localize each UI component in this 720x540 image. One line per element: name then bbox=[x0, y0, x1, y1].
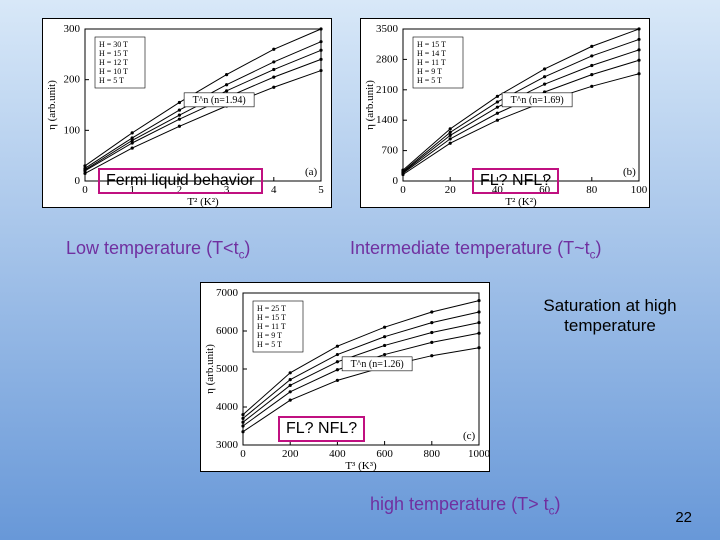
svg-text:100: 100 bbox=[64, 124, 81, 136]
svg-text:5000: 5000 bbox=[216, 363, 239, 375]
svg-text:7000: 7000 bbox=[216, 287, 239, 299]
slide-number: 22 bbox=[675, 509, 692, 526]
svg-text:T² (K²): T² (K²) bbox=[505, 196, 537, 208]
svg-text:1000: 1000 bbox=[468, 448, 491, 460]
svg-text:700: 700 bbox=[382, 145, 399, 157]
svg-text:0: 0 bbox=[82, 184, 88, 196]
fl-nfl-top-label: FL? NFL? bbox=[472, 168, 559, 194]
svg-text:300: 300 bbox=[64, 23, 81, 35]
svg-text:T³ (K³): T³ (K³) bbox=[345, 460, 377, 472]
svg-text:200: 200 bbox=[64, 74, 81, 86]
svg-text:100: 100 bbox=[631, 184, 648, 196]
svg-text:200: 200 bbox=[282, 448, 299, 460]
svg-text:H = 14 T: H = 14 T bbox=[417, 49, 446, 58]
svg-text:0: 0 bbox=[400, 184, 406, 196]
chart-c-svg: 0 200 400 600 800 1000 3000 4000 5000 6000 7000 T³ … bbox=[201, 283, 491, 473]
svg-text:600: 600 bbox=[376, 448, 393, 460]
svg-text:0: 0 bbox=[240, 448, 246, 460]
svg-text:1400: 1400 bbox=[376, 114, 399, 126]
svg-text:η (arb.unit): η (arb.unit) bbox=[46, 80, 58, 130]
svg-text:H = 15 T: H = 15 T bbox=[417, 40, 446, 49]
inter-temp-label: Intermediate temperature (T~tc) bbox=[350, 238, 601, 262]
svg-text:H = 12 T: H = 12 T bbox=[99, 58, 128, 67]
svg-text:(a): (a) bbox=[305, 166, 318, 178]
svg-text:(c): (c) bbox=[463, 430, 476, 442]
svg-text:400: 400 bbox=[329, 448, 346, 460]
svg-text:800: 800 bbox=[424, 448, 441, 460]
fermi-label: Fermi liquid behavior bbox=[98, 168, 263, 194]
svg-text:η (arb.unit): η (arb.unit) bbox=[204, 344, 216, 394]
svg-text:H = 11 T: H = 11 T bbox=[257, 322, 286, 331]
svg-text:0: 0 bbox=[393, 175, 399, 187]
low-temp-label: Low temperature (T<tc) bbox=[66, 238, 250, 262]
svg-text:H = 25 T: H = 25 T bbox=[257, 304, 286, 313]
chart-c: 0 200 400 600 800 1000 3000 4000 5000 6000 7000 T³ … bbox=[200, 282, 490, 472]
svg-text:T^n (n=1.69): T^n (n=1.69) bbox=[511, 95, 564, 106]
svg-text:80: 80 bbox=[586, 184, 598, 196]
svg-text:η (arb.unit): η (arb.unit) bbox=[364, 80, 376, 130]
high-temp-label: high temperature (T> tc) bbox=[370, 494, 560, 518]
svg-text:T² (K²): T² (K²) bbox=[187, 196, 219, 208]
fl-nfl-top-box: FL? NFL? bbox=[472, 168, 559, 194]
svg-text:3000: 3000 bbox=[216, 439, 239, 451]
fl-nfl-bottom-label: FL? NFL? bbox=[278, 416, 365, 442]
svg-text:H = 5 T: H = 5 T bbox=[417, 76, 442, 85]
saturation-label: Saturation at high temperature bbox=[520, 296, 700, 336]
svg-text:H = 9 T: H = 9 T bbox=[417, 67, 442, 76]
svg-text:H = 10 T: H = 10 T bbox=[99, 67, 128, 76]
fermi-box: Fermi liquid behavior bbox=[98, 168, 263, 194]
fl-nfl-bottom-box: FL? NFL? bbox=[278, 416, 365, 442]
svg-text:T^n (n=1.26): T^n (n=1.26) bbox=[351, 359, 404, 370]
svg-text:20: 20 bbox=[445, 184, 457, 196]
svg-text:0: 0 bbox=[75, 175, 81, 187]
svg-text:6000: 6000 bbox=[216, 325, 239, 337]
svg-text:2800: 2800 bbox=[376, 53, 399, 65]
svg-text:H = 15 T: H = 15 T bbox=[257, 313, 286, 322]
svg-text:H = 9 T: H = 9 T bbox=[257, 331, 282, 340]
svg-text:4000: 4000 bbox=[216, 401, 239, 413]
svg-text:H = 5 T: H = 5 T bbox=[257, 340, 282, 349]
svg-text:T^n (n=1.94): T^n (n=1.94) bbox=[193, 95, 246, 106]
svg-text:5: 5 bbox=[318, 184, 324, 196]
svg-text:H = 30 T: H = 30 T bbox=[99, 40, 128, 49]
svg-text:3500: 3500 bbox=[376, 23, 399, 35]
svg-text:H = 11 T: H = 11 T bbox=[417, 58, 446, 67]
svg-text:(b): (b) bbox=[623, 166, 636, 178]
svg-text:2100: 2100 bbox=[376, 84, 399, 96]
svg-text:H = 5 T: H = 5 T bbox=[99, 76, 124, 85]
svg-text:H = 15 T: H = 15 T bbox=[99, 49, 128, 58]
svg-text:4: 4 bbox=[271, 184, 277, 196]
